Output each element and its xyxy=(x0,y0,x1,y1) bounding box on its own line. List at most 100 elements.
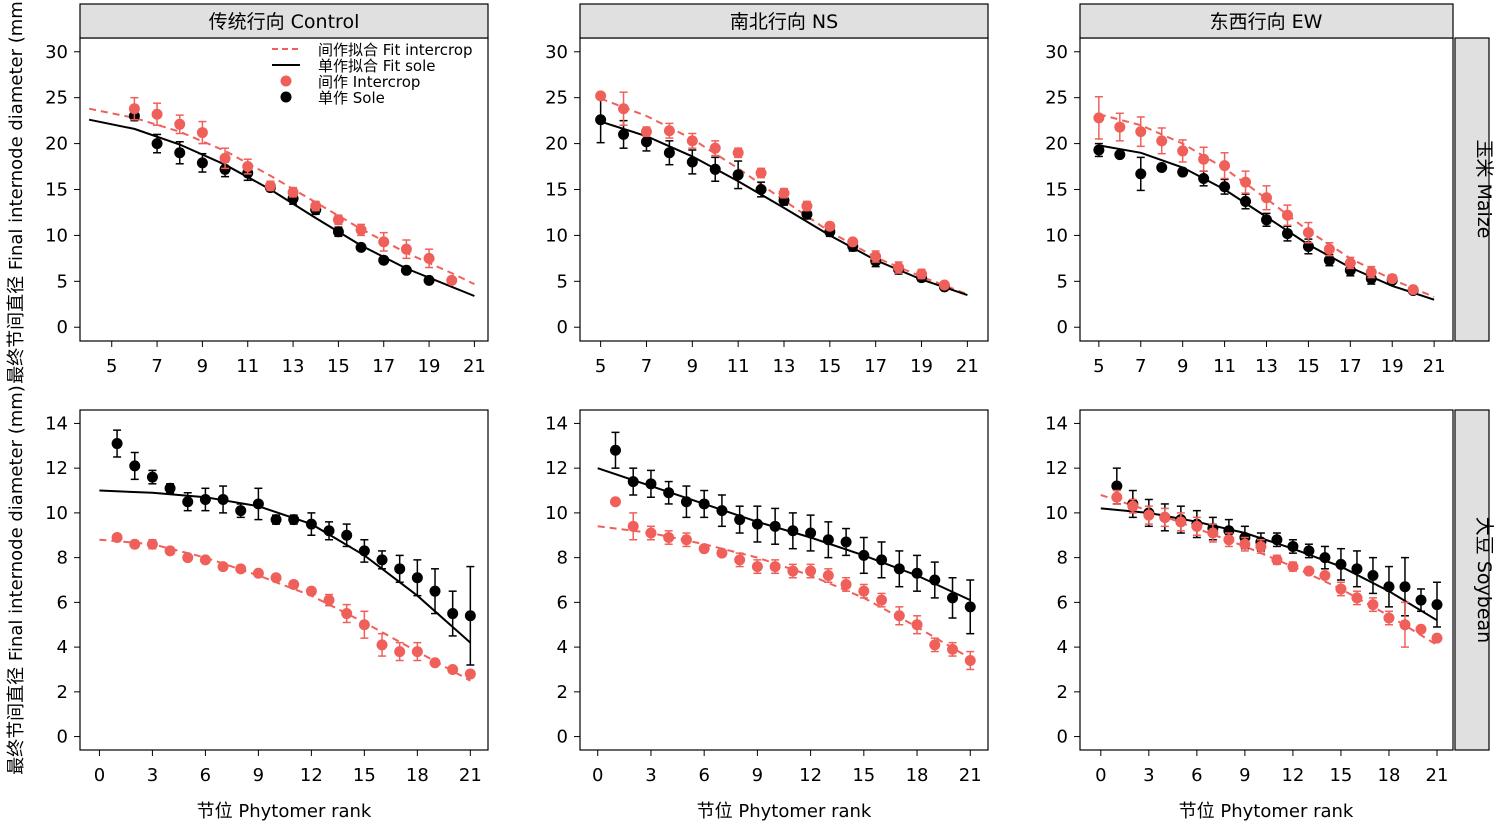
x-tick-label: 13 xyxy=(282,356,305,377)
x-tick-label: 9 xyxy=(752,765,763,786)
x-tick-label: 21 xyxy=(463,356,486,377)
intercrop-point xyxy=(1239,538,1251,550)
sole-point xyxy=(698,498,710,510)
intercrop-point xyxy=(1198,153,1210,165)
intercrop-point xyxy=(769,561,781,573)
xlabel-control: 节位 Phytomer rank xyxy=(197,801,372,822)
sole-point xyxy=(769,520,781,532)
y-tick-label: 0 xyxy=(557,727,568,748)
x-tick-label: 9 xyxy=(1239,765,1250,786)
intercrop-point xyxy=(323,594,335,606)
sole-point xyxy=(129,460,141,472)
x-tick-label: 17 xyxy=(372,356,395,377)
intercrop-point xyxy=(332,214,344,226)
intercrop-point xyxy=(778,187,790,199)
sole-point xyxy=(358,545,370,557)
intercrop-point xyxy=(129,538,141,550)
y-tick-label: 0 xyxy=(57,317,68,338)
sole-point xyxy=(840,536,852,548)
y-tick-label: 0 xyxy=(57,727,68,748)
intercrop-point xyxy=(1255,540,1267,552)
sole-point xyxy=(755,184,767,195)
x-tick-label: 19 xyxy=(418,356,441,377)
y-tick-label: 10 xyxy=(545,503,568,524)
intercrop-point xyxy=(400,243,412,255)
y-tick-label: 15 xyxy=(45,180,68,201)
y-tick-label: 0 xyxy=(1057,727,1068,748)
intercrop-point xyxy=(1093,112,1105,124)
strip-label-ns: 南北行向 NS xyxy=(730,11,838,33)
sole-point xyxy=(1367,570,1379,582)
intercrop-point xyxy=(287,186,299,198)
y-tick-label: 6 xyxy=(1057,592,1068,613)
intercrop-point xyxy=(174,118,186,130)
strip-label-maize: 玉米 Maize xyxy=(1473,139,1495,238)
fit-sole-line xyxy=(99,489,471,644)
sole-point xyxy=(1323,254,1335,266)
intercrop-point xyxy=(358,619,370,631)
sole-point xyxy=(1271,534,1283,546)
x-tick-label: 21 xyxy=(459,765,482,786)
intercrop-point xyxy=(680,534,692,546)
x-tick-label: 13 xyxy=(773,356,796,377)
y-tick-label: 25 xyxy=(545,88,568,109)
fit-intercrop-line xyxy=(1100,494,1438,646)
intercrop-point xyxy=(270,572,282,584)
y-tick-label: 12 xyxy=(45,458,68,479)
legend-fit-intercrop-label: 间作拟合 Fit intercrop xyxy=(318,41,473,59)
intercrop-point xyxy=(663,125,675,137)
legend-sole-label: 单作 Sole xyxy=(318,89,385,107)
sole-point xyxy=(1093,144,1105,156)
y-tick-label: 25 xyxy=(45,88,68,109)
x-tick-label: 15 xyxy=(327,356,350,377)
y-tick-label: 5 xyxy=(557,271,568,292)
intercrop-point xyxy=(355,224,367,236)
fit-sole-line xyxy=(1100,507,1438,622)
sole-point xyxy=(151,138,163,150)
legend-sole-swatch xyxy=(280,91,292,103)
x-tick-label: 18 xyxy=(1378,765,1401,786)
intercrop-point xyxy=(1367,599,1379,611)
sole-point xyxy=(182,496,194,508)
intercrop-point xyxy=(1303,565,1315,577)
y-tick-label: 10 xyxy=(1045,225,1068,246)
x-tick-label: 15 xyxy=(852,765,875,786)
strip-ns xyxy=(579,3,989,39)
intercrop-point xyxy=(182,552,194,564)
intercrop-point xyxy=(893,610,905,622)
x-tick-label: 19 xyxy=(910,356,933,377)
sole-point xyxy=(423,274,435,286)
panel-soybean-ew: 0 2 4 6 8 10 12 14 0 3 6 9 12 15 18 21 xyxy=(1045,409,1454,786)
x-tick-label: 9 xyxy=(1177,356,1188,377)
x-tick-label: 7 xyxy=(641,356,652,377)
sole-point xyxy=(964,601,976,613)
sole-point xyxy=(1431,599,1443,611)
xlabel-ns: 节位 Phytomer rank xyxy=(697,801,872,822)
intercrop-point xyxy=(1177,145,1189,157)
intercrop-point xyxy=(698,543,710,555)
x-tick-label: 15 xyxy=(1297,356,1320,377)
intercrop-point xyxy=(822,570,834,582)
sole-point xyxy=(893,563,905,575)
intercrop-point xyxy=(341,608,353,620)
sole-point xyxy=(1319,552,1331,564)
fit-sole-line xyxy=(597,467,971,602)
strip-soybean xyxy=(1454,409,1490,751)
sole-point xyxy=(305,518,317,530)
sole-point xyxy=(663,147,675,159)
intercrop-point xyxy=(111,532,123,543)
sole-point xyxy=(323,525,335,537)
sole-point xyxy=(376,554,388,566)
intercrop-point xyxy=(840,578,852,590)
sole-point xyxy=(663,487,675,499)
intercrop-point xyxy=(1271,554,1283,566)
sole-point xyxy=(164,482,176,494)
intercrop-point xyxy=(964,655,976,667)
intercrop-point xyxy=(1207,527,1219,539)
x-tick-label: 21 xyxy=(956,356,979,377)
panel-maize-ew: 0 5 10 15 20 25 30 5 7 9 11 13 15 17 19 21 xyxy=(1045,37,1454,377)
legend: 间作拟合 Fit intercrop 单作拟合 Fit sole 间作 Inte… xyxy=(272,41,473,107)
sole-point xyxy=(217,493,229,505)
x-tick-label: 9 xyxy=(197,356,208,377)
sole-point xyxy=(1335,558,1347,570)
